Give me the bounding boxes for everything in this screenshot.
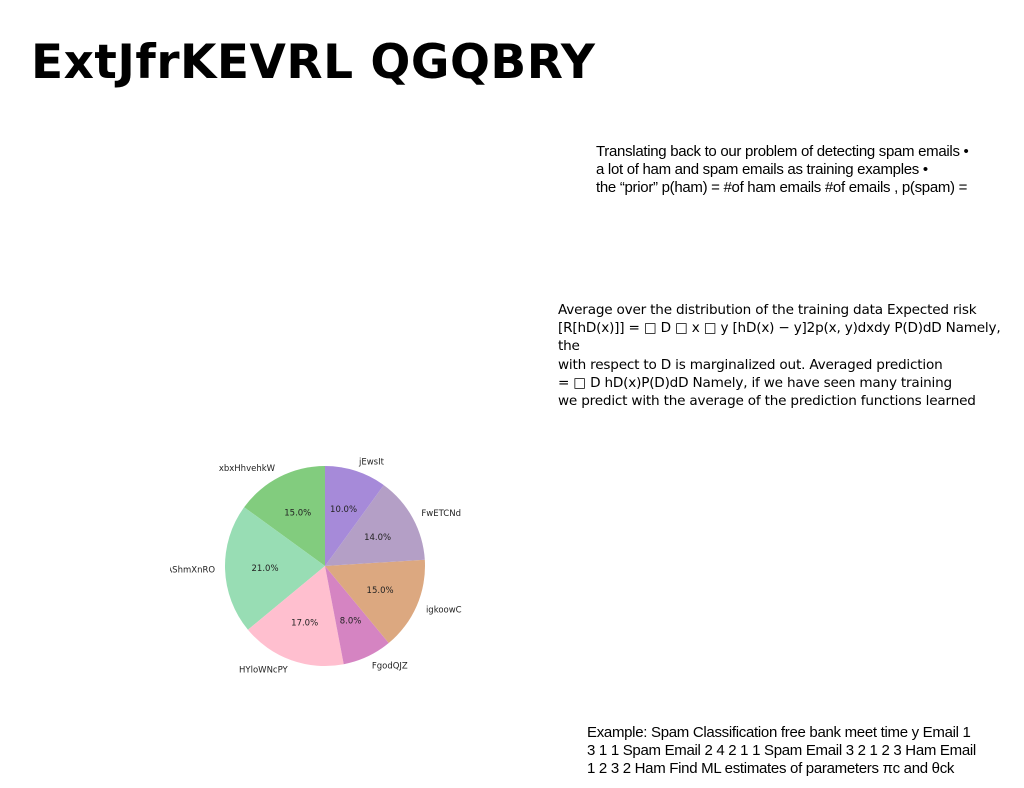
- pie-slice-percent-label: 14.0%: [364, 533, 391, 543]
- pie-slice-percent-label: 17.0%: [291, 618, 318, 628]
- pie-slice-category-label: FgodQJZ: [372, 662, 408, 672]
- pie-slice-percent-label: 21.0%: [252, 564, 279, 574]
- pie-slice-category-label: HYloWNcPY: [239, 665, 289, 675]
- pie-slice-percent-label: 10.0%: [330, 505, 357, 515]
- pie-slice-percent-label: 15.0%: [284, 509, 311, 519]
- pie-slice-percent-label: 8.0%: [340, 616, 362, 626]
- pie-slice-category-label: igkoowC: [426, 606, 462, 616]
- pie-slice-percent-label: 15.0%: [367, 586, 394, 596]
- text-block-spam-prior: Translating back to our problem of detec…: [596, 143, 1016, 197]
- pie-slice-category-label: xbxHhvehkW: [219, 464, 276, 474]
- pie-chart-svg: 15.0% xbxHhvehkW 21.0% nXAShmXnRO 17.0% HYloW…: [170, 430, 530, 700]
- pie-slice-category-label: nXAShmXnRO: [170, 565, 215, 575]
- pie-slice-category-label: jEwsIt: [358, 457, 385, 467]
- slide-title: ExtJfrKEVRL QGQBRY: [31, 34, 595, 92]
- text-block-expected-risk: Average over the distribution of the tra…: [558, 301, 1020, 410]
- text-block-spam-example: Example: Spam Classification free bank m…: [587, 724, 1019, 778]
- pie-chart: 15.0% xbxHhvehkW 21.0% nXAShmXnRO 17.0% HYloW…: [170, 430, 530, 700]
- pie-slice-category-label: FwETCNd: [421, 509, 461, 519]
